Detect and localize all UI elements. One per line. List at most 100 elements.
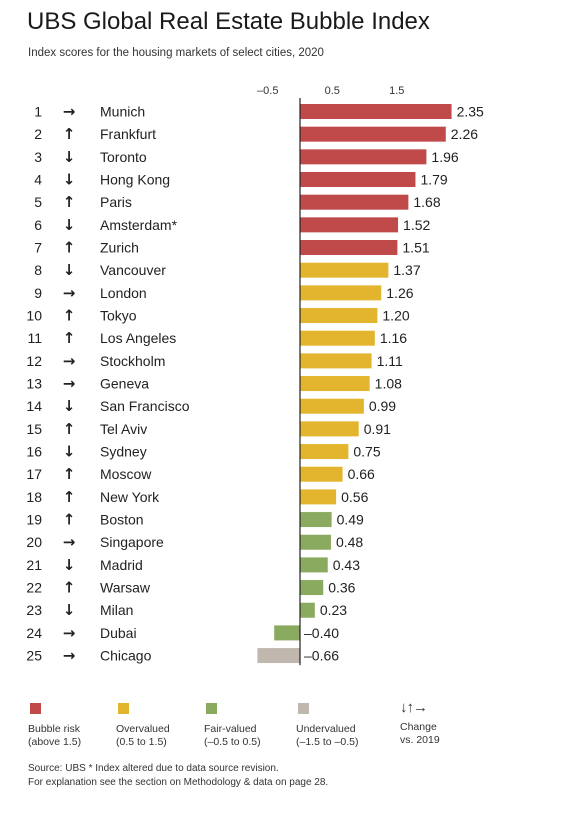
city-label: Milan — [100, 602, 133, 618]
rank-label: 11 — [27, 330, 42, 346]
rank-label: 20 — [26, 534, 42, 550]
bar — [300, 172, 416, 188]
rank-label: 12 — [26, 353, 42, 369]
value-label: 0.75 — [353, 444, 380, 460]
value-label: 0.66 — [348, 466, 375, 482]
city-label: Stockholm — [100, 353, 165, 369]
bar — [300, 534, 331, 550]
rank-label: 3 — [34, 149, 42, 165]
rank-label: 1 — [34, 104, 42, 120]
x-tick-label: 1.5 — [389, 85, 404, 97]
value-label: 0.43 — [333, 557, 360, 573]
bar — [300, 512, 332, 528]
value-label: 1.08 — [375, 376, 402, 392]
rank-label: 22 — [26, 580, 42, 596]
rank-label: 18 — [26, 489, 42, 505]
value-label: 0.99 — [369, 398, 396, 414]
bar — [300, 421, 359, 437]
city-label: Toronto — [100, 149, 147, 165]
value-label: –0.40 — [304, 625, 339, 641]
legend-overvalued: Overvalued (0.5 to 1.5) — [116, 703, 170, 749]
change-arrow-icon: → — [63, 647, 76, 665]
city-label: Sydney — [100, 444, 147, 460]
bar — [300, 444, 349, 460]
bar — [300, 580, 324, 596]
legend-sub-change: vs. 2019 — [400, 734, 440, 746]
change-arrow-icon: → — [63, 624, 76, 642]
legend-range-overvalued: (0.5 to 1.5) — [116, 736, 167, 748]
bar — [300, 308, 378, 324]
rank-label: 8 — [34, 262, 42, 278]
x-tick-label: –0.5 — [257, 85, 278, 97]
footer-source: Source: UBS * Index altered due to data … — [28, 763, 279, 774]
rank-label: 14 — [26, 398, 42, 414]
value-label: 0.91 — [364, 421, 391, 437]
legend-swatch-fair — [206, 703, 217, 714]
value-label: 0.36 — [328, 580, 355, 596]
footer: Source: UBS * Index altered due to data … — [28, 762, 328, 790]
value-label: 0.48 — [336, 534, 363, 550]
change-arrow-icon: ↓ — [63, 397, 76, 415]
change-arrow-icon: → — [63, 103, 76, 121]
footer-note: For explanation see the section on Metho… — [28, 777, 329, 788]
value-label: 0.56 — [341, 489, 368, 505]
change-arrow-icon: ↓ — [63, 171, 76, 189]
change-arrow-icon: ↑ — [63, 125, 76, 143]
city-label: Amsterdam* — [100, 217, 178, 233]
bar — [300, 353, 372, 369]
value-label: –0.66 — [304, 648, 339, 664]
legend-label-change: Change — [400, 721, 437, 733]
change-arrow-icon: ↓ — [63, 216, 76, 234]
rank-label: 10 — [26, 308, 42, 324]
value-label: 2.26 — [451, 126, 478, 142]
rank-label: 25 — [26, 648, 42, 664]
bar — [300, 330, 375, 346]
change-arrow-icon: → — [63, 352, 76, 370]
city-label: Singapore — [100, 534, 164, 550]
legend-swatch-undervalued — [298, 703, 309, 714]
change-arrow-icon: ↑ — [63, 307, 76, 325]
bar — [257, 648, 300, 664]
legend-label-bubble: Bubble risk — [28, 723, 80, 735]
rank-label: 17 — [26, 466, 42, 482]
bar — [300, 194, 409, 210]
value-label: 1.51 — [402, 240, 429, 256]
change-arrow-icon: ↓ — [63, 443, 76, 461]
bar — [300, 149, 427, 165]
value-label: 1.26 — [386, 285, 413, 301]
rank-label: 4 — [34, 172, 42, 188]
legend-swatch-overvalued — [118, 703, 129, 714]
value-label: 1.68 — [413, 194, 440, 210]
change-arrow-icon: ↑ — [63, 579, 76, 597]
value-label: 1.79 — [420, 172, 447, 188]
rank-label: 21 — [26, 557, 42, 573]
bar — [300, 376, 370, 392]
change-arrow-icon: ↓ — [63, 261, 76, 279]
bar — [300, 262, 389, 278]
city-label: Boston — [100, 512, 144, 528]
change-arrow-icon: ↑ — [63, 329, 76, 347]
rank-label: 6 — [34, 217, 42, 233]
change-arrows-icon: ↓↑→ — [400, 699, 428, 716]
change-arrow-icon: ↑ — [63, 488, 76, 506]
rank-label: 15 — [26, 421, 42, 437]
city-label: Munich — [100, 104, 145, 120]
bar — [300, 602, 315, 618]
legend-bubble: Bubble risk (above 1.5) — [28, 703, 81, 749]
city-label: Zurich — [100, 240, 139, 256]
city-label: Dubai — [100, 625, 137, 641]
city-label: San Francisco — [100, 398, 190, 414]
legend-range-fair: (–0.5 to 0.5) — [204, 736, 261, 748]
value-label: 1.20 — [382, 308, 409, 324]
legend-label-undervalued: Undervalued — [296, 723, 356, 735]
bar — [300, 285, 382, 301]
city-label: Tel Aviv — [100, 421, 147, 437]
city-label: Los Angeles — [100, 330, 176, 346]
bar — [300, 126, 446, 142]
change-arrow-icon: → — [63, 375, 76, 393]
change-arrow-icon: ↑ — [63, 420, 76, 438]
value-label: 1.11 — [377, 353, 403, 369]
value-label: 0.49 — [337, 512, 364, 528]
value-label: 0.23 — [320, 602, 347, 618]
change-arrow-icon: ↓ — [63, 556, 76, 574]
